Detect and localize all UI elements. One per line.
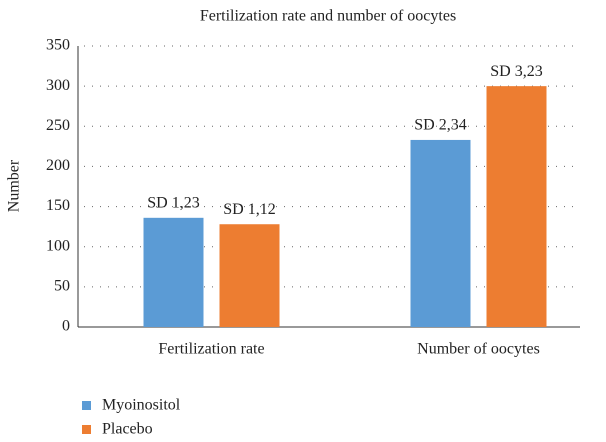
annotation: SD 2,34 xyxy=(414,117,466,134)
x-tick-label: Fertilization rate xyxy=(158,341,264,358)
y-tick-label: 300 xyxy=(46,77,70,94)
legend-swatch xyxy=(82,401,91,410)
y-tick-label: 0 xyxy=(62,318,70,335)
y-tick-label: 100 xyxy=(46,237,70,254)
y-axis-label: Number xyxy=(6,159,23,212)
annotation: SD 1,12 xyxy=(223,201,275,218)
y-tick-label: 50 xyxy=(54,278,70,295)
legend-label: Placebo xyxy=(102,421,153,438)
bar xyxy=(410,139,471,327)
y-tick-label: 350 xyxy=(46,37,70,54)
bar xyxy=(143,217,204,327)
annotation: SD 3,23 xyxy=(490,63,542,80)
annotation: SD 1,23 xyxy=(147,194,199,211)
bar xyxy=(219,224,280,327)
legend-label: Myoinositol xyxy=(102,397,181,414)
y-tick-label: 250 xyxy=(46,117,70,134)
chart-title: Fertilization rate and number of oocytes xyxy=(200,8,456,25)
y-tick-label: 150 xyxy=(46,197,70,214)
x-tick-label: Number of oocytes xyxy=(417,341,540,358)
y-tick-label: 200 xyxy=(46,157,70,174)
legend-swatch xyxy=(82,425,91,434)
bar xyxy=(486,86,547,328)
